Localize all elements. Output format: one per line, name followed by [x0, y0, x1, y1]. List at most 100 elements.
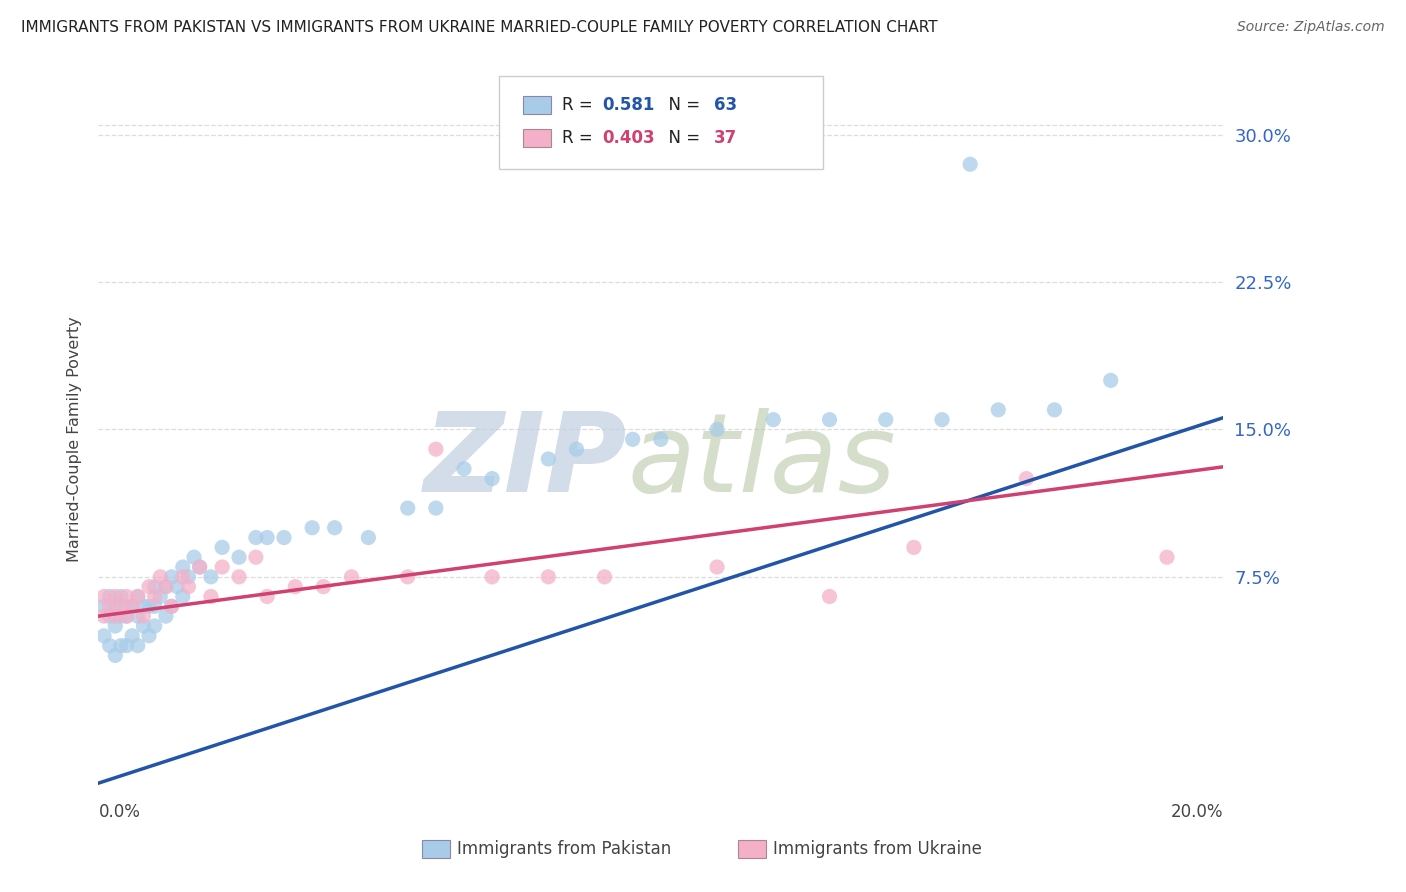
Point	[565, 442, 588, 457]
Text: 0.0%: 0.0%	[98, 803, 141, 821]
Text: ZIP: ZIP	[423, 408, 627, 515]
Point	[177, 570, 200, 584]
Point	[1099, 373, 1122, 387]
Point	[425, 442, 447, 457]
Point	[115, 609, 138, 624]
Point	[115, 639, 138, 653]
Point	[127, 590, 149, 604]
Point	[143, 599, 166, 614]
Point	[172, 560, 194, 574]
Point	[121, 599, 143, 614]
Point	[453, 462, 475, 476]
Point	[183, 550, 205, 565]
Point	[93, 609, 115, 624]
Point	[155, 580, 177, 594]
Point	[228, 570, 250, 584]
Point	[357, 531, 380, 545]
Point	[160, 599, 183, 614]
Point	[200, 570, 222, 584]
Point	[312, 580, 335, 594]
Point	[132, 609, 155, 624]
Point	[143, 580, 166, 594]
Point	[706, 422, 728, 436]
Point	[273, 531, 295, 545]
Point	[138, 580, 160, 594]
Point	[127, 639, 149, 653]
Point	[110, 639, 132, 653]
Point	[104, 619, 127, 633]
Point	[284, 580, 307, 594]
Point	[875, 412, 897, 426]
Point	[127, 609, 149, 624]
Point	[340, 570, 363, 584]
Point	[931, 412, 953, 426]
Point	[104, 609, 127, 624]
Point	[537, 452, 560, 467]
Point	[425, 501, 447, 516]
Point	[1043, 402, 1066, 417]
Point	[132, 619, 155, 633]
Text: atlas: atlas	[627, 408, 896, 515]
Point	[256, 531, 278, 545]
Point	[121, 629, 143, 643]
Point	[228, 550, 250, 565]
Point	[172, 570, 194, 584]
Point	[818, 590, 841, 604]
Point	[245, 550, 267, 565]
Point	[98, 590, 121, 604]
Point	[188, 560, 211, 574]
Point	[115, 590, 138, 604]
Point	[104, 590, 127, 604]
Point	[143, 590, 166, 604]
Point	[903, 541, 925, 555]
Point	[177, 580, 200, 594]
Point	[160, 599, 183, 614]
Text: IMMIGRANTS FROM PAKISTAN VS IMMIGRANTS FROM UKRAINE MARRIED-COUPLE FAMILY POVERT: IMMIGRANTS FROM PAKISTAN VS IMMIGRANTS F…	[21, 20, 938, 35]
Point	[211, 541, 233, 555]
Point	[959, 157, 981, 171]
Point	[396, 570, 419, 584]
Point	[93, 599, 115, 614]
Point	[166, 580, 188, 594]
Point	[132, 599, 155, 614]
Text: Immigrants from Ukraine: Immigrants from Ukraine	[773, 840, 983, 858]
Text: 20.0%: 20.0%	[1171, 803, 1223, 821]
Point	[143, 619, 166, 633]
Point	[762, 412, 785, 426]
Point	[98, 639, 121, 653]
Point	[149, 570, 172, 584]
Text: 63: 63	[714, 96, 737, 114]
Point	[537, 570, 560, 584]
Point	[211, 560, 233, 574]
Point	[172, 590, 194, 604]
Point	[155, 609, 177, 624]
Point	[160, 570, 183, 584]
Point	[104, 648, 127, 663]
Point	[987, 402, 1010, 417]
Text: R =: R =	[562, 96, 599, 114]
Point	[138, 629, 160, 643]
Text: 0.581: 0.581	[602, 96, 654, 114]
Point	[481, 472, 503, 486]
Point	[127, 590, 149, 604]
Point	[323, 521, 346, 535]
Point	[110, 590, 132, 604]
Point	[621, 433, 644, 447]
Point	[110, 609, 132, 624]
Point	[301, 521, 323, 535]
Y-axis label: Married-Couple Family Poverty: Married-Couple Family Poverty	[66, 317, 82, 562]
Point	[593, 570, 616, 584]
Point	[149, 590, 172, 604]
Point	[1015, 472, 1038, 486]
Point	[98, 599, 121, 614]
Point	[155, 580, 177, 594]
Point	[650, 433, 672, 447]
Text: R =: R =	[562, 129, 599, 147]
Point	[1156, 550, 1178, 565]
Text: N =: N =	[658, 129, 706, 147]
Point	[200, 590, 222, 604]
Point	[115, 609, 138, 624]
Text: Immigrants from Pakistan: Immigrants from Pakistan	[457, 840, 671, 858]
Point	[188, 560, 211, 574]
Point	[396, 501, 419, 516]
